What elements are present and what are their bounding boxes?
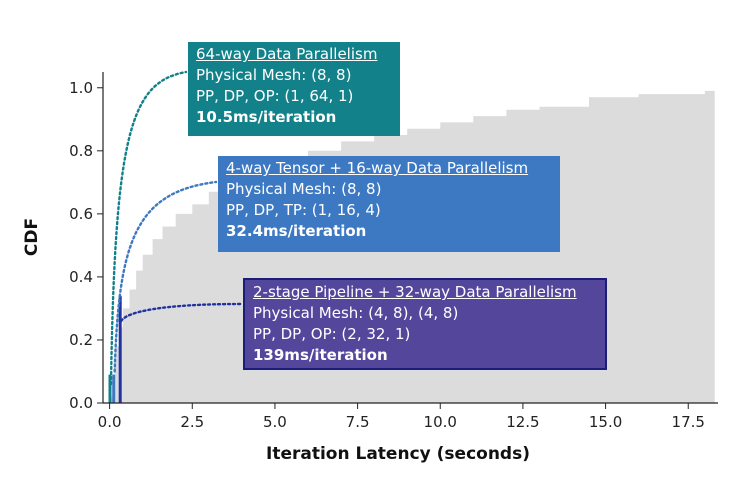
y-axis-title: CDF — [22, 218, 42, 256]
callout-tensor-data-parallelism: 4-way Tensor + 16-way Data Parallelism P… — [218, 156, 560, 252]
y-ticks: 0.0 0.2 0.4 0.6 0.8 1.0 — [69, 79, 103, 412]
config-bar — [112, 374, 116, 403]
config-bars-layer — [108, 295, 122, 403]
callout-pipeline-data-parallelism: 2-stage Pipeline + 32-way Data Paralleli… — [243, 278, 607, 370]
callout-title: 2-stage Pipeline + 32-way Data Paralleli… — [253, 283, 577, 301]
callout-speed: 139ms/iteration — [253, 346, 388, 364]
x-tick-label: 0.0 — [98, 413, 122, 431]
callout-line: PP, DP, OP: (1, 64, 1) — [196, 87, 354, 105]
leader-lines-layer — [109, 70, 243, 386]
callout-line: PP, DP, TP: (1, 16, 4) — [226, 201, 381, 219]
x-tick-label: 17.5 — [672, 413, 705, 431]
leader-line — [120, 302, 243, 323]
y-tick-label: 0.4 — [69, 268, 93, 286]
y-tick-label: 0.0 — [69, 394, 93, 412]
callout-title: 4-way Tensor + 16-way Data Parallelism — [226, 159, 529, 177]
y-tick-label: 0.8 — [69, 142, 93, 160]
y-tick-label: 1.0 — [69, 79, 93, 97]
x-tick-label: 15.0 — [589, 413, 622, 431]
axes — [102, 72, 718, 404]
y-tick-label: 0.2 — [69, 331, 93, 349]
callout-line: Physical Mesh: (8, 8) — [226, 180, 382, 198]
x-ticks: 0.0 2.5 5.0 7.5 10.0 12.5 15.0 17.5 — [98, 403, 705, 431]
callout-line: PP, DP, OP: (2, 32, 1) — [253, 325, 411, 343]
callout-line: Physical Mesh: (8, 8) — [196, 66, 352, 84]
leader-line — [109, 70, 188, 386]
x-tick-label: 2.5 — [180, 413, 204, 431]
x-tick-label: 10.0 — [424, 413, 457, 431]
x-tick-label: 5.0 — [263, 413, 287, 431]
config-bar — [108, 374, 112, 403]
config-bar — [118, 295, 122, 403]
y-tick-label: 0.6 — [69, 205, 93, 223]
callout-speed: 10.5ms/iteration — [196, 108, 337, 126]
callout-title: 64-way Data Parallelism — [196, 45, 378, 63]
callout-line: Physical Mesh: (4, 8), (4, 8) — [253, 304, 459, 322]
x-axis-title: Iteration Latency (seconds) — [266, 444, 530, 464]
leader-line — [113, 180, 218, 373]
callout-speed: 32.4ms/iteration — [226, 222, 367, 240]
callout-data-parallelism: 64-way Data Parallelism Physical Mesh: (… — [188, 42, 400, 136]
x-tick-label: 7.5 — [346, 413, 370, 431]
x-tick-label: 12.5 — [506, 413, 539, 431]
